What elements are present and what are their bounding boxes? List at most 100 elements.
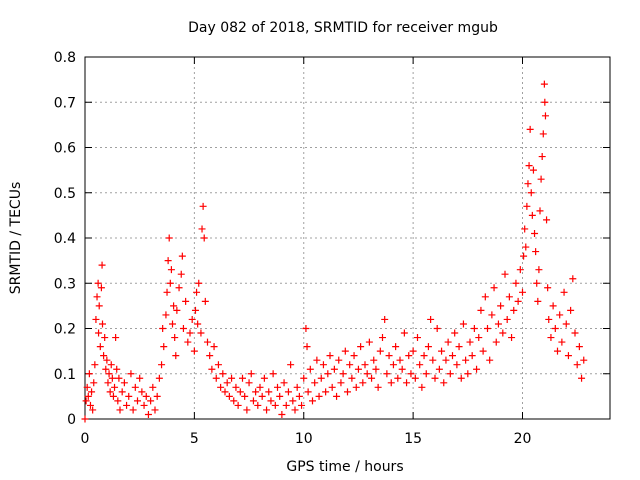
data-point [188, 315, 196, 323]
data-point [545, 315, 553, 323]
data-point [556, 311, 564, 319]
data-point [182, 297, 190, 305]
data-point [442, 356, 450, 364]
data-point [228, 374, 236, 382]
data-point [464, 370, 472, 378]
data-point [241, 392, 249, 400]
data-point [319, 361, 327, 369]
data-point [446, 370, 454, 378]
data-point [510, 306, 518, 314]
y-tick-label: 0.2 [54, 322, 76, 338]
data-point [208, 365, 216, 373]
data-point [368, 374, 376, 382]
data-point [488, 311, 496, 319]
data-point [462, 356, 470, 364]
data-point [160, 343, 168, 351]
data-point [142, 392, 150, 400]
data-point [536, 207, 544, 215]
data-point [571, 329, 579, 337]
data-point [580, 356, 588, 364]
data-point [451, 329, 459, 337]
x-axis-label: GPS time / hours [286, 459, 403, 475]
data-point [383, 370, 391, 378]
data-point [108, 374, 116, 382]
y-tick-label: 0 [67, 412, 76, 428]
data-point [440, 379, 448, 387]
data-point [438, 347, 446, 355]
data-point [535, 266, 543, 274]
data-point [537, 175, 545, 183]
x-tick-label: 10 [295, 431, 313, 447]
data-point [100, 352, 108, 360]
data-point [470, 325, 478, 332]
data-point [418, 383, 426, 391]
data-point [499, 329, 507, 337]
data-point [153, 392, 161, 400]
data-point [416, 361, 424, 369]
data-point [396, 356, 404, 364]
y-tick-label: 0.4 [54, 231, 76, 247]
data-point [191, 306, 199, 314]
data-point [256, 383, 264, 391]
data-point [118, 388, 126, 396]
data-point [497, 302, 505, 310]
data-point [431, 374, 439, 382]
data-point [103, 356, 111, 364]
data-point [357, 343, 365, 351]
data-point [311, 379, 319, 387]
data-point [300, 374, 308, 382]
data-point [457, 374, 465, 382]
data-point [129, 406, 137, 414]
data-point [201, 297, 209, 305]
data-point [529, 166, 537, 174]
data-point [169, 320, 176, 328]
data-point [232, 383, 240, 391]
data-point [365, 338, 373, 346]
data-point [420, 352, 428, 360]
data-point [394, 374, 402, 382]
data-point [534, 297, 542, 305]
data-point [352, 383, 360, 391]
data-point [199, 202, 207, 210]
data-point [138, 388, 146, 396]
data-point [309, 397, 316, 405]
data-point [354, 365, 362, 373]
y-tick-label: 0.8 [54, 50, 76, 66]
data-point [379, 334, 386, 342]
data-point [505, 293, 513, 301]
data-point [258, 392, 266, 400]
data-point [523, 202, 531, 210]
data-point [346, 361, 354, 369]
data-point [541, 98, 549, 106]
data-point [165, 234, 173, 242]
data-point [466, 338, 474, 346]
data-point [93, 293, 101, 301]
data-point [564, 352, 572, 360]
data-point [282, 401, 290, 409]
data-point [85, 370, 93, 378]
y-axis-label: SRMTID / TECUs [8, 182, 24, 295]
data-point [521, 225, 529, 233]
data-point [326, 352, 334, 360]
data-point [190, 347, 198, 355]
data-point [573, 361, 581, 369]
data-point [206, 352, 214, 360]
data-point [136, 374, 144, 382]
data-point [267, 397, 275, 405]
data-point [88, 388, 96, 396]
data-point [287, 361, 295, 369]
data-point [302, 325, 310, 332]
data-point [162, 311, 170, 319]
data-point [184, 338, 192, 346]
data-point [265, 388, 273, 396]
data-point [95, 329, 103, 337]
data-point [372, 365, 380, 373]
data-point [449, 352, 456, 360]
data-point [370, 356, 378, 364]
data-point [341, 347, 349, 355]
data-point [567, 306, 575, 314]
data-point [405, 352, 413, 360]
data-point [212, 374, 220, 382]
grid-lines [85, 57, 610, 419]
data-point [350, 352, 358, 360]
